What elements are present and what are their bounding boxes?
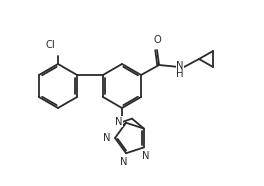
Text: Cl: Cl <box>45 40 55 50</box>
Text: N: N <box>115 117 122 127</box>
Text: O: O <box>153 35 161 45</box>
Text: N: N <box>176 61 184 71</box>
Text: N: N <box>102 133 110 143</box>
Text: N: N <box>120 157 128 167</box>
Text: H: H <box>176 69 184 79</box>
Text: N: N <box>142 151 150 161</box>
